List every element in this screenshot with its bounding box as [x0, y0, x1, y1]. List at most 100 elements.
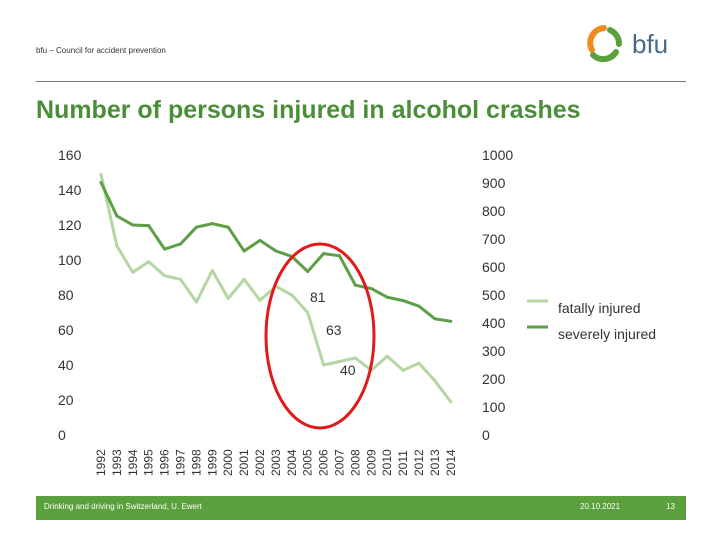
data-point: [194, 225, 198, 229]
data-point: [131, 270, 135, 274]
data-point: [385, 295, 389, 299]
data-point: [115, 214, 119, 218]
data-point: [449, 400, 453, 404]
data-point: [242, 277, 246, 281]
y-right-tick-label: 900: [482, 175, 506, 191]
data-point: [401, 299, 405, 303]
x-tick-label: 1996: [158, 449, 172, 476]
data-point: [163, 274, 167, 278]
y-right-tick-label: 500: [482, 287, 506, 303]
annotation-label: 63: [326, 322, 342, 338]
data-point: [226, 297, 230, 300]
data-point: [353, 283, 357, 287]
y-right-tick-label: 0: [482, 427, 490, 443]
x-tick-label: 2006: [317, 449, 331, 476]
data-point: [433, 317, 437, 321]
data-point: [147, 260, 151, 264]
footer-date: 20.10.2021: [580, 502, 621, 511]
x-tick-label: 1994: [126, 449, 140, 476]
header-divider: [36, 81, 686, 82]
data-point: [179, 277, 182, 281]
data-point: [417, 361, 421, 365]
x-tick-label: 1993: [110, 449, 124, 476]
x-tick-label: 2013: [428, 449, 442, 476]
footer-bar: Drinking and driving in Switzerland, U. …: [36, 496, 686, 520]
data-point: [179, 242, 182, 246]
data-point: [338, 360, 341, 363]
y-right-tick-label: 700: [482, 231, 506, 247]
x-tick-label: 2005: [301, 449, 315, 476]
y-left-tick-label: 20: [58, 392, 74, 408]
data-point: [99, 180, 103, 184]
data-point: [242, 249, 246, 253]
x-tick-label: 2000: [221, 449, 235, 476]
data-point: [401, 368, 405, 372]
x-tick-label: 2011: [396, 450, 410, 476]
y-left-tick-label: 140: [58, 182, 82, 198]
x-tick-label: 2001: [237, 449, 251, 476]
page-number: 13: [666, 502, 675, 511]
y-right-tick-label: 200: [482, 371, 506, 387]
x-tick-label: 1998: [189, 449, 203, 476]
y-right-tick-label: 400: [482, 315, 506, 331]
series-line-fatally: [99, 173, 452, 403]
legend-label: severely injured: [558, 326, 656, 342]
data-point: [433, 379, 437, 383]
x-tick-label: 2008: [348, 449, 362, 476]
x-tick-label: 2004: [285, 449, 299, 476]
data-point: [258, 298, 262, 302]
x-tick-label: 2003: [269, 449, 283, 476]
org-name: bfu – Council for accident prevention: [36, 46, 166, 55]
y-right-tick-label: 100: [482, 399, 506, 415]
data-point: [338, 254, 341, 258]
data-point: [210, 269, 214, 272]
data-point: [385, 354, 389, 358]
data-point: [417, 304, 421, 308]
x-tick-label: 2012: [412, 449, 426, 476]
y-left-tick-label: 100: [58, 252, 82, 268]
x-tick-label: 2007: [333, 449, 347, 476]
data-point: [353, 356, 357, 360]
data-point: [274, 249, 278, 253]
x-tick-label: 1992: [94, 449, 108, 476]
logo-text: bfu: [632, 29, 668, 59]
data-point: [322, 252, 326, 256]
x-tick-label: 2010: [380, 449, 394, 476]
data-point: [163, 247, 167, 251]
y-right-tick-label: 600: [482, 259, 506, 275]
data-point: [147, 224, 151, 228]
legend-label: fatally injured: [558, 300, 641, 316]
x-tick-label: 2002: [253, 449, 267, 476]
data-point: [131, 223, 135, 227]
data-point: [194, 300, 198, 304]
y-right-tick-label: 300: [482, 343, 506, 359]
highlight-ellipse: [264, 242, 376, 430]
y-left-tick-label: 0: [58, 427, 66, 443]
data-point: [322, 363, 326, 367]
data-point: [226, 225, 230, 229]
y-left-tick-label: 160: [58, 147, 82, 163]
data-point: [115, 244, 119, 248]
y-left-tick-label: 120: [58, 217, 82, 233]
y-right-tick-label: 1000: [482, 147, 513, 163]
x-tick-label: 1997: [174, 449, 188, 476]
x-tick-label: 2009: [364, 449, 378, 476]
data-point: [369, 287, 373, 291]
y-left-tick-label: 40: [58, 357, 74, 373]
data-point: [99, 172, 103, 176]
bfu-logo: bfu: [587, 25, 668, 63]
data-point: [449, 319, 453, 323]
x-tick-label: 1995: [142, 449, 156, 476]
data-point: [306, 269, 310, 273]
y-right-tick-label: 800: [482, 203, 506, 219]
x-tick-label: 2014: [444, 449, 458, 476]
annotation-label: 40: [340, 362, 356, 378]
footer-source: Drinking and driving in Switzerland, U. …: [44, 502, 202, 511]
data-point: [306, 311, 310, 314]
data-point: [210, 222, 214, 226]
x-tick-label: 1999: [205, 449, 219, 476]
data-point: [258, 238, 262, 242]
annotation-label: 81: [310, 289, 326, 305]
y-left-tick-label: 60: [58, 322, 74, 338]
